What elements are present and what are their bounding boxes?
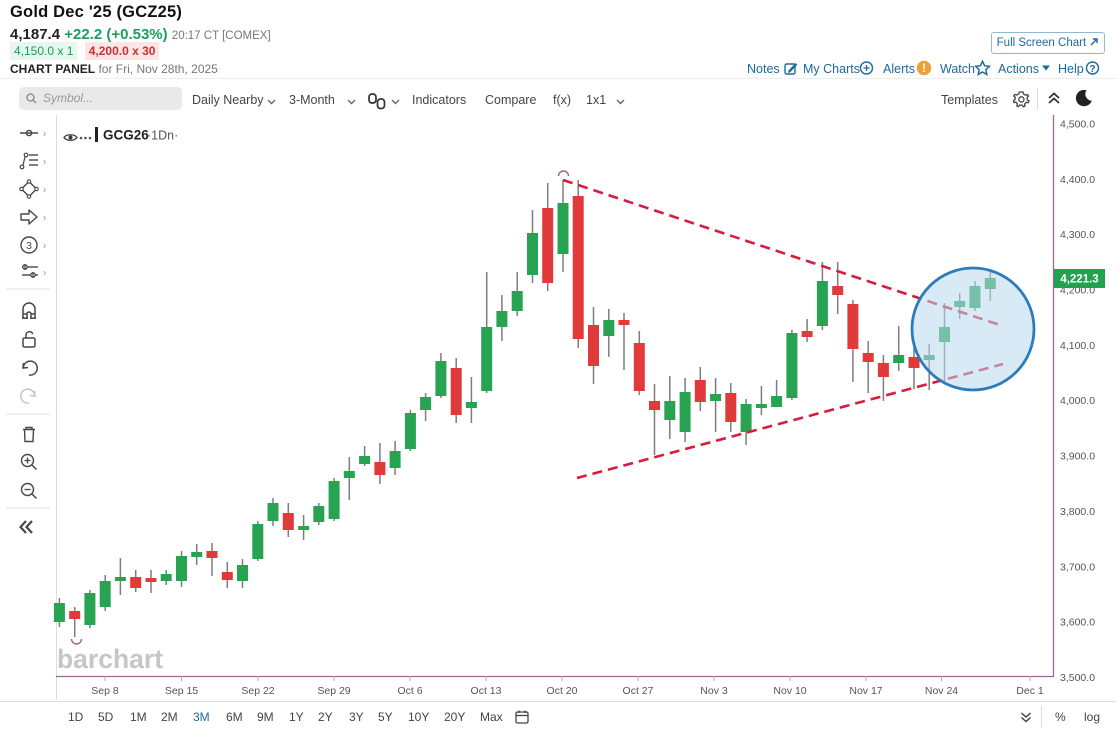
svg-text:›: ›	[43, 129, 46, 140]
svg-text:barchart: barchart	[57, 644, 163, 674]
svg-text:4,000.0: 4,000.0	[1060, 395, 1095, 407]
svg-text:My Charts: My Charts	[803, 62, 860, 76]
svg-text:›: ›	[43, 241, 46, 252]
svg-text:›: ›	[43, 185, 46, 196]
svg-text:4,400.0: 4,400.0	[1060, 174, 1095, 186]
svg-text:Oct 6: Oct 6	[397, 685, 422, 697]
svg-text:Sep 8: Sep 8	[91, 685, 119, 697]
svg-text:›: ›	[43, 213, 46, 224]
svg-text:3,500.0: 3,500.0	[1060, 672, 1095, 684]
svg-text:Watch: Watch	[940, 62, 975, 76]
svg-text:3,700.0: 3,700.0	[1060, 561, 1095, 573]
svg-text:Notes: Notes	[747, 62, 780, 76]
svg-text:Oct 27: Oct 27	[623, 685, 654, 697]
svg-text:3: 3	[26, 240, 32, 252]
svg-text:Nov 10: Nov 10	[773, 685, 806, 697]
svg-text:3,800.0: 3,800.0	[1060, 506, 1095, 518]
svg-text:!: !	[922, 63, 926, 75]
svg-text:Dec 1: Dec 1	[1016, 685, 1044, 697]
svg-text:Help: Help	[1058, 62, 1084, 76]
svg-text:Oct 20: Oct 20	[547, 685, 578, 697]
svg-text:Nov 3: Nov 3	[700, 685, 728, 697]
svg-text:Alerts: Alerts	[883, 62, 915, 76]
svg-text:4,221.3: 4,221.3	[1060, 274, 1098, 286]
svg-text:Sep 29: Sep 29	[317, 685, 350, 697]
svg-text:›: ›	[43, 157, 46, 168]
svg-text:4,100.0: 4,100.0	[1060, 340, 1095, 352]
svg-text:Sep 15: Sep 15	[165, 685, 198, 697]
svg-text:4,300.0: 4,300.0	[1060, 229, 1095, 241]
svg-text:?: ?	[1089, 63, 1095, 75]
svg-text:Sep 22: Sep 22	[241, 685, 274, 697]
svg-text:Oct 13: Oct 13	[471, 685, 502, 697]
svg-text:›: ›	[43, 268, 46, 279]
svg-text:Actions: Actions	[998, 62, 1039, 76]
svg-text:3,600.0: 3,600.0	[1060, 617, 1095, 629]
svg-text:GCG26: GCG26	[103, 128, 149, 143]
svg-text:Nov 24: Nov 24	[925, 685, 958, 697]
svg-text:4,500.0: 4,500.0	[1060, 119, 1095, 131]
svg-text:3,900.0: 3,900.0	[1060, 451, 1095, 463]
svg-text:·1Dn·: ·1Dn·	[147, 129, 178, 143]
svg-text:Nov 17: Nov 17	[849, 685, 882, 697]
